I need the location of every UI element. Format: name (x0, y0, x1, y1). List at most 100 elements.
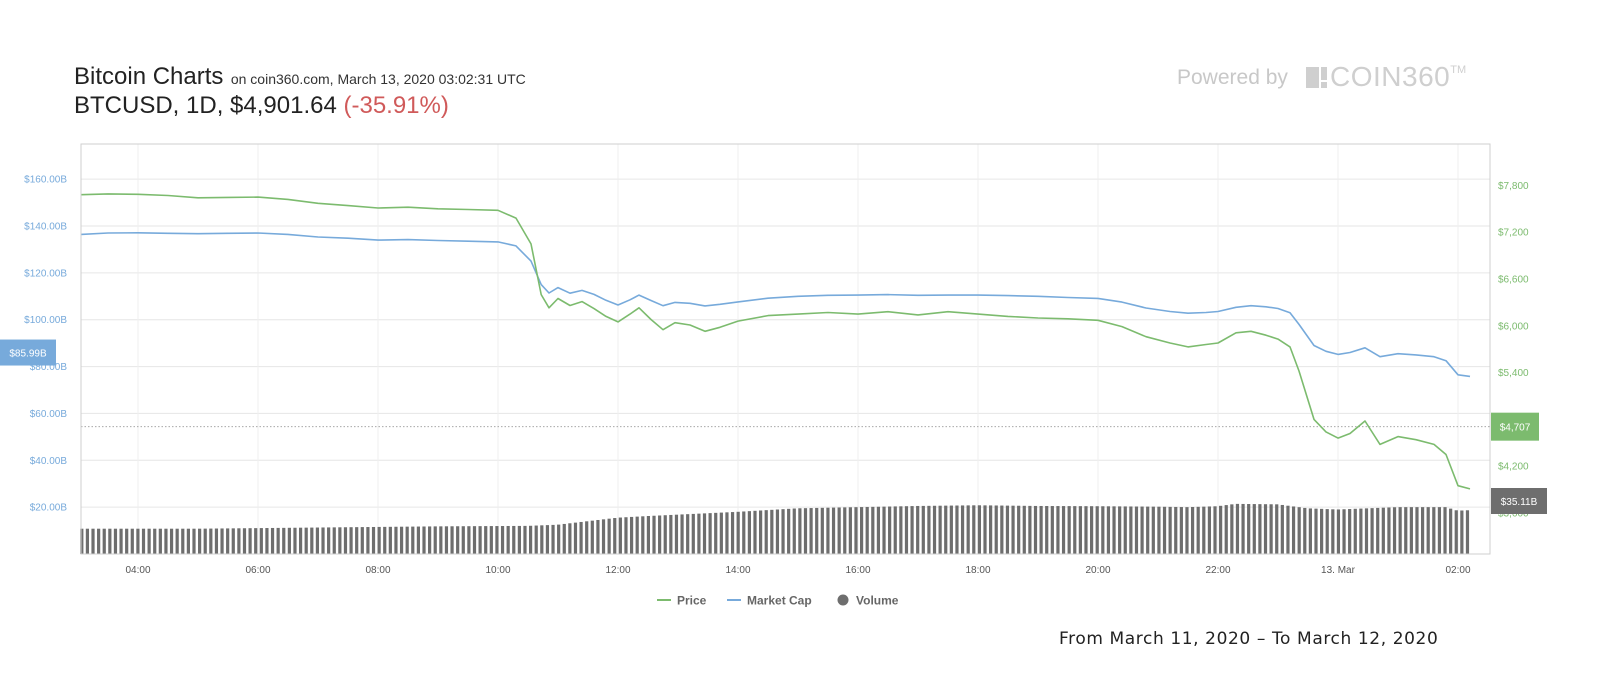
volume-bar (837, 507, 841, 554)
volume-bar (141, 528, 146, 554)
volume-bar (557, 524, 561, 554)
volume-bar (1134, 506, 1139, 554)
volume-bar (1067, 506, 1071, 554)
volume-bar (843, 507, 847, 554)
left-axis-tick-label: $100.00B (24, 315, 67, 326)
volume-bar (80, 528, 84, 554)
volume-bar (91, 528, 95, 554)
volume-bar (820, 507, 824, 554)
volume-bar (298, 527, 303, 554)
volume-bar (1022, 505, 1026, 554)
left-axis-tick-label: $160.00B (24, 175, 67, 186)
volume-bar (1359, 508, 1363, 554)
volume-bar (237, 528, 241, 554)
left-axis-tick-label: $80.00B (30, 362, 68, 373)
volume-bar (248, 528, 252, 554)
volume-bar (1061, 506, 1066, 554)
volume-bar (1247, 504, 1251, 554)
volume-bar (927, 505, 931, 554)
volume-bar (534, 525, 538, 554)
market-cap-line[interactable] (80, 232, 1471, 378)
volume-bar (1168, 506, 1172, 554)
volume-bar (910, 506, 914, 554)
legend-label: Price (677, 594, 707, 608)
volume-bar (136, 528, 140, 554)
volume-bar (1084, 506, 1088, 554)
volume-bar (1118, 506, 1122, 554)
volume-bar (932, 505, 937, 554)
volume-bar (663, 515, 667, 554)
x-axis: 04:00 06:00 08:00 10:00 12:00 14:00 16:00 18:00… (125, 565, 1470, 576)
volume-bar (102, 528, 106, 554)
volume-bar (1190, 506, 1195, 554)
volume-bar (276, 527, 280, 554)
legend-item-volume[interactable]: Volume (837, 594, 899, 608)
legend-item-price[interactable]: Price (657, 594, 707, 608)
volume-bar (1336, 509, 1341, 554)
pair-timeframe: BTCUSD, 1D, (74, 92, 231, 119)
price-line[interactable] (80, 193, 1471, 490)
volume-bar (949, 505, 953, 554)
volume-bar (1331, 509, 1335, 554)
volume-bar (697, 513, 701, 554)
volume-bar (680, 514, 684, 554)
market-cap-current-label: $85.99B (9, 349, 47, 360)
volume-bars (80, 503, 1470, 554)
volume-bar (1398, 507, 1402, 554)
volume-bar (568, 523, 572, 554)
volume-bar (1207, 506, 1212, 554)
volume-bar (529, 525, 533, 554)
volume-bar (686, 514, 690, 554)
volume-bar (596, 519, 600, 554)
volume-bar (624, 517, 628, 554)
volume-bar (551, 524, 555, 554)
header-title-line: Bitcoin Charts on coin360.com, March 13,… (74, 63, 526, 91)
volume-bar (1286, 505, 1290, 554)
volume-bar (1263, 504, 1268, 554)
volume-bar (259, 528, 263, 554)
volume-bar (338, 527, 342, 554)
volume-bar (456, 526, 460, 554)
volume-bar (1090, 506, 1094, 554)
volume-bar (1151, 506, 1155, 554)
volume-bar (1404, 507, 1408, 554)
volume-bar (439, 526, 443, 554)
left-axis-tick-label: $20.00B (30, 503, 68, 514)
coin360-logo[interactable]: COIN360 TM (1306, 61, 1466, 92)
volume-bar (1415, 507, 1419, 554)
volume-bar (366, 527, 370, 554)
volume-bar (495, 526, 499, 554)
legend[interactable]: Price Market Cap Volume (657, 594, 899, 608)
volume-bar (540, 525, 544, 554)
volume-bar (1252, 504, 1256, 554)
volume-bar (607, 518, 611, 554)
volume-bar (355, 527, 359, 554)
volume-bar (1426, 507, 1430, 554)
volume-bar (1050, 506, 1054, 554)
volume-bar (158, 528, 162, 554)
volume-bar (1409, 507, 1413, 554)
plot-frame (80, 143, 1491, 555)
volume-bar (1454, 510, 1458, 554)
volume-bar (287, 527, 291, 554)
volume-bar (489, 526, 493, 554)
volume-bar (175, 528, 179, 554)
coin360-logo-icon (1306, 66, 1327, 88)
volume-bar (888, 506, 892, 554)
volume-bar (1033, 505, 1038, 554)
legend-item-market-cap[interactable]: Market Cap (727, 594, 812, 608)
volume-bar (1017, 505, 1021, 554)
volume-bar (899, 506, 903, 554)
volume-bar (1269, 504, 1273, 554)
volume-bar (416, 526, 420, 554)
volume-bar (1045, 506, 1049, 554)
market-cap-current-marker (0, 339, 56, 366)
volume-bar (164, 528, 168, 554)
volume-bar (1432, 507, 1436, 554)
volume-bar (579, 521, 583, 554)
volume-bar (85, 528, 90, 554)
volume-bar (1437, 507, 1442, 554)
volume-bar (1101, 506, 1105, 554)
volume-bar (315, 527, 320, 554)
